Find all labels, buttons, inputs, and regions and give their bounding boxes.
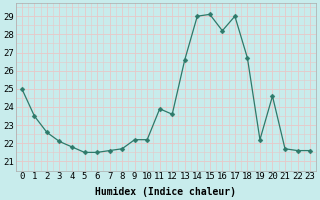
X-axis label: Humidex (Indice chaleur): Humidex (Indice chaleur) <box>95 186 236 197</box>
